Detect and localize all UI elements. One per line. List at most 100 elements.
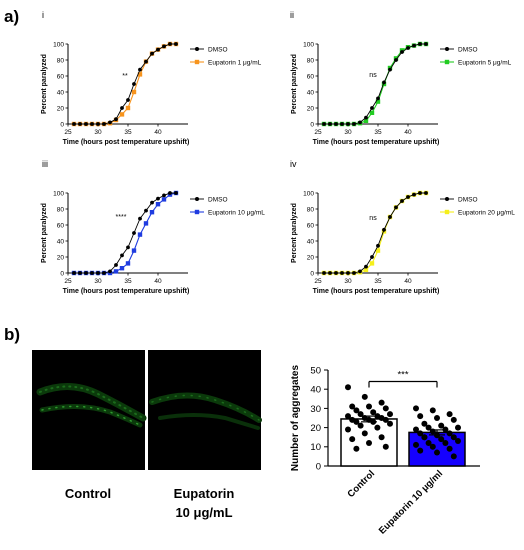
point-dmso xyxy=(406,46,410,50)
data-point xyxy=(345,384,351,391)
data-point xyxy=(425,424,432,431)
y-tick-label: 80 xyxy=(307,206,315,213)
point-treatment xyxy=(143,221,149,226)
y-tick-label: 60 xyxy=(307,222,315,229)
point-dmso xyxy=(370,255,374,259)
legend-label-dmso: DMSO xyxy=(208,196,228,203)
point-dmso xyxy=(424,191,428,195)
point-treatment xyxy=(131,248,137,253)
data-point xyxy=(417,430,424,437)
bar-y-tick-label: 40 xyxy=(310,385,321,396)
x-tick-label: 35 xyxy=(124,129,132,136)
x-tick-label: 25 xyxy=(64,278,72,285)
panel-b-label: b) xyxy=(4,325,20,344)
point-dmso xyxy=(412,192,416,197)
point-dmso xyxy=(322,122,326,126)
point-dmso xyxy=(334,122,338,126)
x-axis-label: Time (hours post temperature upshift) xyxy=(313,288,440,295)
data-point xyxy=(455,438,461,445)
significance-annotation: **** xyxy=(116,214,127,221)
point-dmso xyxy=(114,117,118,122)
y-tick-label: 20 xyxy=(57,254,65,261)
point-treatment xyxy=(131,89,137,95)
point-dmso xyxy=(90,271,94,275)
point-dmso xyxy=(162,193,166,198)
y-tick-label: 100 xyxy=(303,190,314,197)
y-axis-label: Percent paralyzed xyxy=(291,54,298,114)
data-point xyxy=(450,434,457,441)
point-treatment xyxy=(161,197,167,202)
data-point xyxy=(370,418,377,425)
significance-annotation: ** xyxy=(122,73,128,80)
point-dmso xyxy=(144,59,148,64)
legend: DMSO Eupatorin 5 μg/mL xyxy=(440,46,512,66)
legend-label-treatment: Eupatorin 1 μg/mL xyxy=(208,59,262,66)
point-dmso xyxy=(334,271,338,275)
point-dmso xyxy=(78,122,82,126)
data-point xyxy=(434,432,440,439)
point-dmso xyxy=(144,208,148,213)
point-dmso xyxy=(126,98,130,102)
point-dmso xyxy=(108,269,112,274)
control-image-caption: Control xyxy=(65,486,111,501)
point-dmso xyxy=(96,271,100,275)
data-point xyxy=(387,411,393,418)
x-tick-label: 30 xyxy=(344,129,352,136)
legend: DMSO Eupatorin 1 μg/mL xyxy=(190,46,262,66)
data-point xyxy=(374,424,381,431)
data-point xyxy=(353,407,360,414)
point-dmso xyxy=(382,227,386,232)
y-tick-label: 40 xyxy=(57,89,65,96)
y-axis-label: Percent paralyzed xyxy=(291,203,298,263)
x-tick-label: 30 xyxy=(94,278,102,285)
point-dmso xyxy=(412,43,416,48)
data-point xyxy=(421,420,428,427)
data-point xyxy=(349,436,356,443)
point-dmso xyxy=(340,122,344,126)
data-point xyxy=(425,439,432,446)
point-treatment xyxy=(155,202,161,207)
data-point xyxy=(349,403,356,410)
data-point xyxy=(413,426,419,433)
panel-numeral: iv xyxy=(290,159,297,169)
y-axis-label: Percent paralyzed xyxy=(41,203,48,263)
legend-marker-dmso xyxy=(445,197,449,201)
x-axis-label: Time (hours post temperature upshift) xyxy=(63,288,190,295)
point-treatment xyxy=(119,266,125,271)
y-tick-label: 40 xyxy=(307,238,315,245)
point-dmso xyxy=(102,122,106,126)
legend-marker-treatment xyxy=(194,209,200,215)
point-dmso xyxy=(174,42,178,46)
line-chart-iii: iii 0 20 40 60 80 100 25 30 35 40 Time (hours post … xyxy=(41,159,265,295)
point-dmso xyxy=(174,191,178,195)
point-treatment xyxy=(375,248,381,253)
bar-category-label: Eupatorin 10 μg/ml xyxy=(377,468,445,536)
legend-label-dmso: DMSO xyxy=(458,46,478,53)
legend-marker-treatment xyxy=(194,59,200,65)
bar-category-label: Control xyxy=(345,468,377,500)
legend-label-treatment: Eupatorin 10 μg/mL xyxy=(208,209,265,216)
data-point xyxy=(378,434,385,441)
data-point xyxy=(413,441,419,448)
y-tick-label: 40 xyxy=(57,238,65,245)
y-tick-label: 60 xyxy=(57,222,65,229)
x-tick-label: 35 xyxy=(374,129,382,136)
point-dmso xyxy=(108,120,112,125)
line-chart-i: i 0 20 40 60 80 100 25 30 35 40 Time (hours post te… xyxy=(41,10,262,146)
data-point xyxy=(429,407,436,414)
x-tick-label: 30 xyxy=(94,129,102,136)
data-point xyxy=(382,443,389,450)
data-point xyxy=(366,439,372,446)
point-dmso xyxy=(132,231,136,235)
x-axis-label: Time (hours post temperature upshift) xyxy=(63,139,190,146)
line-chart-ii: ii 0 20 40 60 80 100 25 30 35 40 Time (hours post t… xyxy=(290,10,512,146)
point-treatment xyxy=(363,267,369,272)
point-dmso xyxy=(328,271,332,275)
bar-y-tick-label: 20 xyxy=(310,423,321,434)
point-dmso xyxy=(388,67,392,72)
panel-numeral: i xyxy=(42,10,44,20)
bar-y-tick-label: 30 xyxy=(310,404,321,415)
point-dmso xyxy=(84,122,88,126)
line-charts: i 0 20 40 60 80 100 25 30 35 40 Time (hours post te… xyxy=(41,10,515,295)
point-dmso xyxy=(388,215,392,219)
